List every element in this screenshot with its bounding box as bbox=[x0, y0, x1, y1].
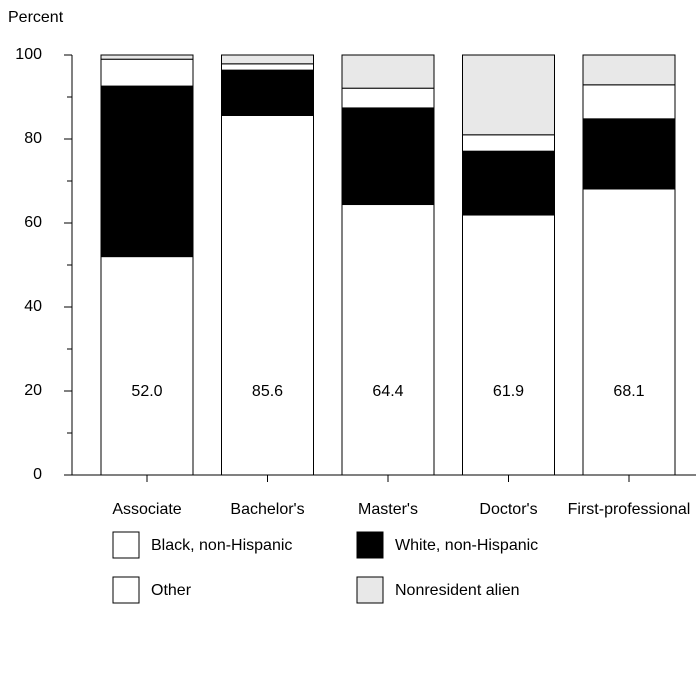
bar-segment bbox=[221, 69, 314, 116]
bar-segment bbox=[221, 114, 314, 476]
bar-segment bbox=[462, 54, 555, 136]
bar-segment bbox=[221, 63, 314, 71]
bar-segment bbox=[462, 134, 555, 152]
value-label: 64.4 bbox=[372, 383, 403, 400]
bar-segment bbox=[341, 87, 435, 109]
x-tick-label: Master's bbox=[358, 501, 418, 518]
legend-swatch bbox=[356, 531, 384, 559]
bar-segment bbox=[582, 84, 676, 120]
bar-segment bbox=[341, 204, 435, 476]
legend-label: Other bbox=[151, 582, 192, 599]
y-axis-label: Percent bbox=[8, 9, 64, 26]
y-tick-label: 60 bbox=[24, 214, 42, 231]
x-tick-label: Doctor's bbox=[479, 501, 537, 518]
bar-segment bbox=[462, 150, 555, 216]
y-tick-label: 80 bbox=[24, 130, 42, 147]
bar-segment bbox=[221, 54, 314, 65]
y-tick-label: 100 bbox=[15, 46, 42, 63]
legend-swatch bbox=[356, 576, 384, 604]
bar-segment bbox=[341, 54, 435, 89]
bar-segment bbox=[462, 214, 555, 476]
bar-segment bbox=[341, 107, 435, 206]
x-tick-label: First-professional bbox=[568, 501, 691, 518]
bar-segment bbox=[100, 58, 194, 87]
y-tick-label: 20 bbox=[24, 382, 42, 399]
value-label: 68.1 bbox=[613, 383, 644, 400]
bar-segment bbox=[100, 85, 194, 258]
bar-segment bbox=[582, 118, 676, 190]
x-tick-label: Associate bbox=[112, 501, 181, 518]
value-label: 52.0 bbox=[131, 383, 162, 400]
value-label: 61.9 bbox=[493, 383, 524, 400]
x-tick-label: Bachelor's bbox=[230, 501, 304, 518]
y-tick-label: 0 bbox=[33, 466, 42, 483]
bar-segment bbox=[582, 54, 676, 86]
bar-segment bbox=[582, 188, 676, 476]
legend-label: Nonresident alien bbox=[395, 582, 520, 599]
legend-label: Black, non-Hispanic bbox=[151, 537, 292, 554]
y-tick-label: 40 bbox=[24, 298, 42, 315]
bar-segment bbox=[100, 256, 194, 476]
bar-segment bbox=[100, 54, 194, 60]
legend-swatch bbox=[112, 531, 140, 559]
legend-swatch bbox=[112, 576, 140, 604]
value-label: 85.6 bbox=[252, 383, 283, 400]
legend-label: White, non-Hispanic bbox=[395, 537, 538, 554]
